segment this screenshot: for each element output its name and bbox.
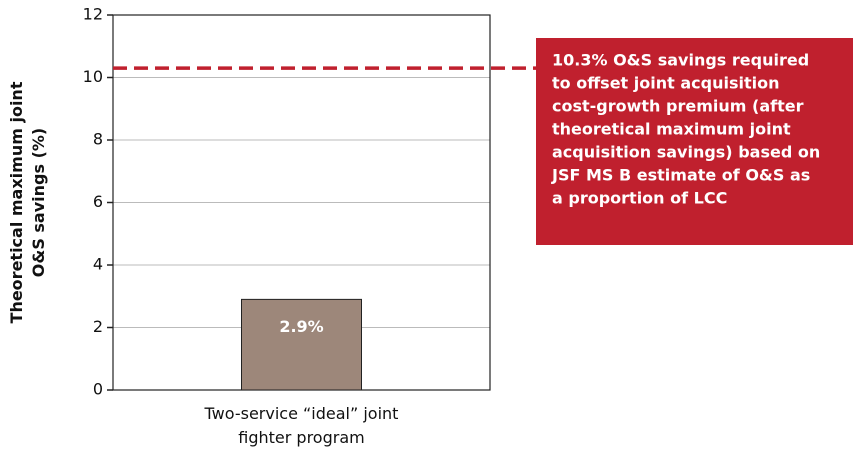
annotation-box xyxy=(536,38,853,245)
annotation-text: a proportion of LCC xyxy=(552,189,727,208)
y-axis-label-line: Theoretical maximum joint xyxy=(7,81,26,323)
y-tick-label: 4 xyxy=(93,255,103,274)
annotation-text: JSF MS B estimate of O&S as xyxy=(551,166,810,185)
annotation-text: cost-growth premium (after xyxy=(552,97,804,116)
annotation-text: theoretical maximum joint xyxy=(552,120,791,139)
annotation-text: 10.3% O&S savings required xyxy=(552,51,809,70)
y-tick-label: 10 xyxy=(83,67,103,86)
annotation-text: to offset joint acquisition xyxy=(552,74,779,93)
y-tick-label: 2 xyxy=(93,317,103,336)
x-tick-label: Two-service “ideal” joint fighter program xyxy=(204,404,399,447)
annotation-text: acquisition savings) based on xyxy=(552,143,820,162)
bar xyxy=(241,298,362,391)
y-tick-label: 6 xyxy=(93,192,103,211)
y-tick-label: 12 xyxy=(83,5,103,24)
y-axis-label: Theoretical maximum joint O&S savings (%) xyxy=(7,81,48,323)
x-tick-label-line: Two-service “ideal” joint xyxy=(204,404,399,423)
value-label: 2.9% xyxy=(279,317,323,336)
y-tick-label: 0 xyxy=(93,380,103,399)
y-tick-label: 8 xyxy=(93,130,103,149)
y-axis-label-line: O&S savings (%) xyxy=(29,128,48,277)
x-tick-label-line: fighter program xyxy=(238,428,364,447)
